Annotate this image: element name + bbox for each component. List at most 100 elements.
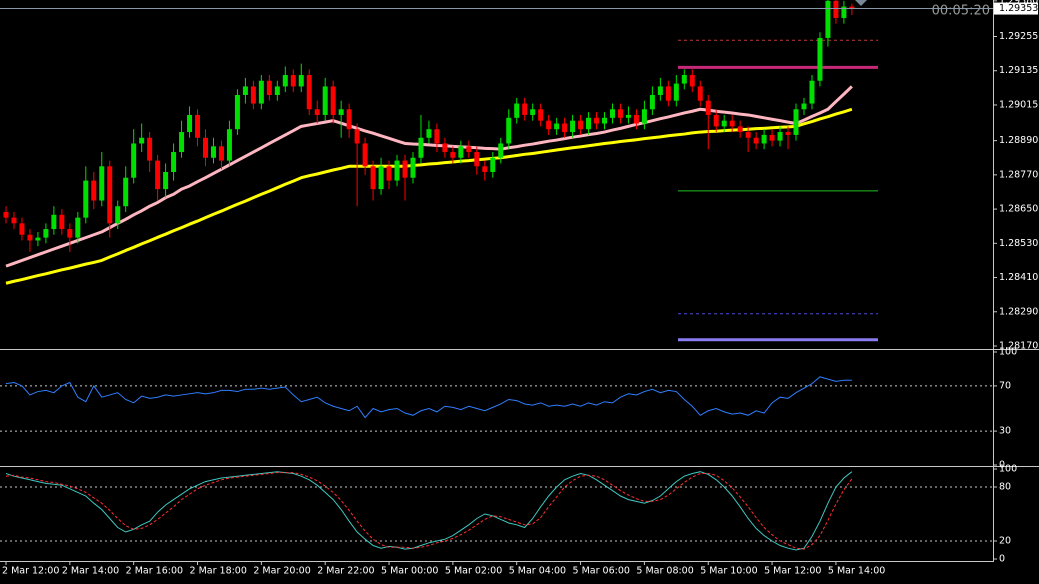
x-tick-label: 5 Mar 10:00	[700, 566, 757, 577]
candle-body	[322, 86, 328, 115]
candle-body	[210, 146, 216, 158]
candle-body	[713, 114, 719, 127]
candle-body	[729, 120, 735, 127]
candle-body	[586, 117, 592, 130]
candle-body	[107, 166, 113, 224]
x-tick-label: 2 Mar 20:00	[253, 566, 310, 577]
candle-body	[841, 6, 847, 18]
candle-body	[362, 143, 368, 167]
candle-body	[474, 152, 480, 167]
indicator-line	[5, 107, 853, 285]
x-tick-label: 2 Mar 16:00	[126, 566, 183, 577]
y-tick-label: 1.28890	[999, 135, 1038, 146]
candle-body	[19, 223, 25, 235]
candle-body	[394, 160, 400, 181]
candle-body	[538, 109, 544, 121]
candle-body	[67, 229, 73, 238]
candle-body	[402, 160, 408, 178]
candle-body	[378, 166, 384, 190]
candle-body	[681, 75, 687, 84]
candle-body	[282, 75, 288, 87]
x-tick-label: 5 Mar 02:00	[445, 566, 502, 577]
x-tick-label: 2 Mar 22:00	[317, 566, 374, 577]
candle-body	[673, 83, 679, 101]
candle-body	[298, 75, 304, 87]
candle-body	[139, 137, 145, 144]
indicator-line	[5, 472, 853, 550]
candle-body	[633, 114, 639, 124]
candle-body	[745, 132, 751, 138]
candle-body	[506, 117, 512, 144]
candle-body	[242, 86, 248, 95]
y-tick-label: 1.29255	[999, 31, 1038, 42]
candle-body	[51, 214, 57, 230]
indicator-line	[5, 85, 853, 268]
candle-body	[306, 75, 312, 110]
candle-body	[753, 137, 759, 144]
candle-body	[330, 86, 336, 115]
y-tick-label: 1.29015	[999, 99, 1038, 110]
candle-body	[761, 134, 767, 144]
candle-body	[458, 146, 464, 158]
chart-shift-marker	[855, 0, 867, 6]
candle-body	[338, 109, 344, 115]
candle-body	[250, 86, 256, 104]
candle-body	[817, 37, 823, 81]
candle-body	[490, 157, 496, 173]
candle-body	[27, 234, 33, 241]
candle-body	[290, 75, 296, 87]
candle-body	[617, 109, 623, 118]
y-tick-label: 0	[999, 460, 1005, 471]
y-tick-label: 30	[999, 426, 1011, 437]
bid-label-box	[994, 2, 1038, 15]
candle-body	[115, 206, 121, 224]
candle-body	[594, 117, 600, 124]
y-tick-label: 1.28290	[999, 306, 1038, 317]
candle-body	[482, 166, 488, 173]
candle-body	[737, 126, 743, 133]
candle-body	[450, 152, 456, 158]
candle-body	[163, 172, 169, 190]
x-tick-label: 5 Mar 06:00	[573, 566, 630, 577]
candle-body	[11, 217, 17, 224]
y-tick-label: 80	[999, 482, 1011, 493]
candle-body	[825, 0, 831, 38]
candle-body	[809, 80, 815, 104]
y-tick-label: 1.29135	[999, 65, 1038, 76]
candle-body	[793, 109, 799, 135]
candle-body	[562, 123, 568, 133]
x-tick-label: 5 Mar 04:00	[509, 566, 566, 577]
candle-body	[370, 166, 376, 190]
candle-body	[218, 146, 224, 161]
candle-body	[849, 6, 855, 9]
candle-body	[123, 177, 129, 207]
candle-body	[418, 137, 424, 158]
y-tick-label: 100	[999, 464, 1017, 475]
candle-body	[266, 80, 272, 95]
candle-body	[226, 129, 232, 161]
candle-body	[35, 237, 41, 241]
candle-body	[91, 180, 97, 201]
candle-body	[3, 211, 9, 218]
candle-body	[609, 109, 615, 118]
candle-body	[578, 120, 584, 130]
candle-body	[43, 229, 49, 238]
candle-body	[769, 134, 775, 141]
candle-body	[697, 86, 703, 101]
candle-body	[203, 137, 208, 158]
y-tick-label: 1.28410	[999, 272, 1038, 283]
candle-body	[426, 129, 432, 138]
candle-body	[274, 86, 280, 95]
candle-body	[833, 0, 839, 18]
candle-body	[258, 80, 264, 104]
y-tick-label: 70	[999, 380, 1011, 391]
candle-body	[721, 120, 727, 127]
candle-body	[434, 129, 440, 144]
candle-body	[466, 146, 472, 153]
candle-body	[442, 143, 448, 153]
candle-body	[410, 157, 416, 178]
y-tick-label: 1.28770	[999, 169, 1038, 180]
